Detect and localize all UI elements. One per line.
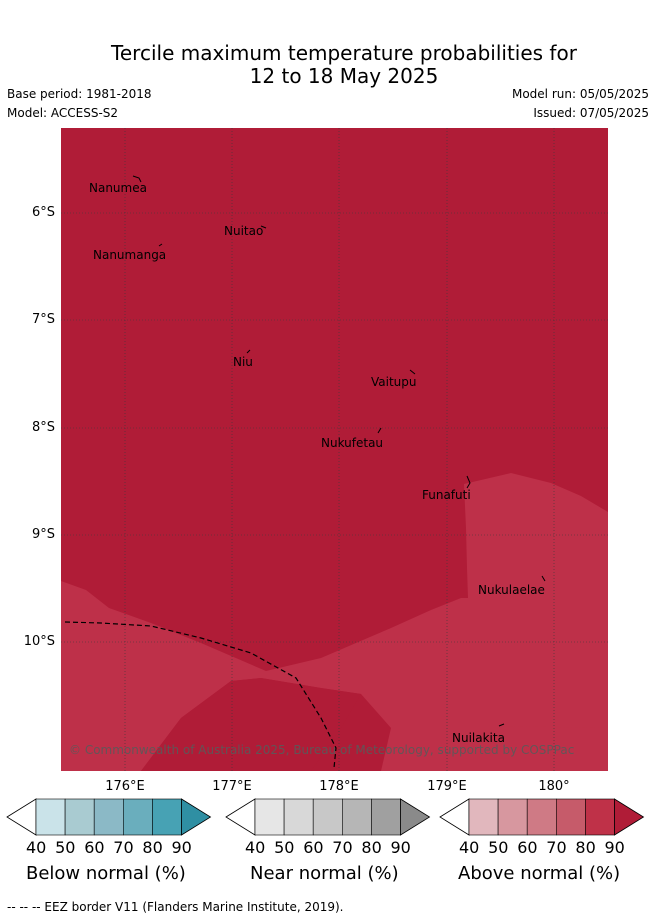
lon-tick: 178°E: [319, 779, 359, 794]
below-normal-colorbar: [6, 798, 212, 836]
colorbar-swatch: [468, 798, 499, 836]
colorbar-extend-high: [614, 798, 645, 836]
colorbar-tick-label: 80: [142, 838, 163, 857]
colorbar-tick-label: 50: [488, 838, 509, 857]
copyright-text: © Commonwealth of Australia 2025, Bureau…: [69, 743, 574, 757]
below-normal-title: Below normal (%): [26, 863, 186, 884]
colorbar-swatch: [283, 798, 314, 836]
colorbar-swatch: [341, 798, 372, 836]
colorbar-tick-label: 60: [84, 838, 105, 857]
probability-map[interactable]: Nanumea Nuitao Nanumanga Niu Vaitupu Nuk…: [61, 128, 608, 771]
place-label: Nukufetau: [321, 436, 383, 450]
place-label: Nanumanga: [93, 248, 166, 262]
colorbar-swatch: [123, 798, 153, 836]
above-normal-90-region: [141, 678, 361, 771]
colorbar-tick-label: 80: [361, 838, 382, 857]
colorbar-extend-high: [181, 798, 212, 836]
place-label: Nukulaelae: [478, 583, 545, 597]
colorbar-tick-label: 50: [55, 838, 76, 857]
colorbar-swatch: [93, 798, 124, 836]
colorbar-extend-high: [400, 798, 431, 836]
graticule: [61, 128, 608, 771]
base-period-label: Base period: 1981-2018: [7, 87, 152, 101]
map-title-line1: Tercile maximum temperature probabilitie…: [111, 41, 577, 65]
colorbar-tick-label: 90: [604, 838, 625, 857]
colorbar-tick-label: 40: [26, 838, 47, 857]
colorbar-tick-label: 60: [303, 838, 324, 857]
colorbar-swatch: [526, 798, 557, 836]
colorbar-swatch: [35, 798, 66, 836]
colorbar-swatch: [497, 798, 528, 836]
colorbar-swatch: [555, 798, 586, 836]
near-normal-title: Near normal (%): [250, 863, 399, 884]
eez-border-line: [64, 621, 337, 769]
lon-tick: 176°E: [105, 779, 145, 794]
colorbar-tick-label: 90: [171, 838, 192, 857]
colorbar-tick-label: 40: [245, 838, 266, 857]
colorbar-tick-label: 70: [332, 838, 353, 857]
colorbar-tick-label: 40: [459, 838, 480, 857]
above-normal-title: Above normal (%): [458, 863, 621, 884]
colorbar-swatch: [371, 798, 401, 836]
colorbar-extend-low: [439, 798, 470, 836]
lat-tick: 8°S: [31, 420, 55, 435]
above-normal-colorbar: [439, 798, 645, 836]
colorbar-swatch: [64, 798, 95, 836]
near-normal-colorbar: [225, 798, 431, 836]
colorbar-swatch: [585, 798, 615, 836]
place-label: Nuitao: [224, 224, 263, 238]
colorbar-extend-low: [6, 798, 37, 836]
place-label: Niu: [233, 355, 253, 369]
colorbar-tick-label: 90: [390, 838, 411, 857]
colorbars: [6, 798, 645, 836]
lat-tick: 9°S: [31, 527, 55, 542]
lon-tick: 179°E: [427, 779, 467, 794]
colorbar-tick-label: 70: [113, 838, 134, 857]
place-label: Funafuti: [422, 488, 471, 502]
above-normal-80-region: [61, 581, 608, 771]
colorbar-swatch: [254, 798, 285, 836]
colorbar-tick-label: 60: [517, 838, 538, 857]
lat-tick: 7°S: [31, 312, 55, 327]
colorbar-swatch: [152, 798, 182, 836]
lat-tick: 10°S: [23, 634, 55, 649]
island-outlines: [132, 175, 546, 727]
eez-footnote: -- -- -- EEZ border V11 (Flanders Marine…: [7, 900, 344, 914]
colorbar-tick-label: 80: [575, 838, 596, 857]
model-run-label: Model run: 05/05/2025: [511, 87, 649, 101]
lon-tick: 180°: [538, 779, 570, 794]
place-label: Nuilakita: [452, 731, 505, 745]
map-title-line2: 12 to 18 May 2025: [249, 64, 439, 88]
colorbar-extend-low: [225, 798, 256, 836]
colorbar-tick-label: 50: [274, 838, 295, 857]
colorbar-swatch: [312, 798, 343, 836]
lat-tick: 6°S: [31, 205, 55, 220]
colorbar-tick-label: 70: [546, 838, 567, 857]
issued-label: Issued: 07/05/2025: [533, 106, 649, 120]
lon-tick: 177°E: [212, 779, 252, 794]
place-label: Nanumea: [89, 181, 147, 195]
model-label: Model: ACCESS-S2: [7, 106, 119, 120]
place-label: Vaitupu: [371, 375, 417, 389]
